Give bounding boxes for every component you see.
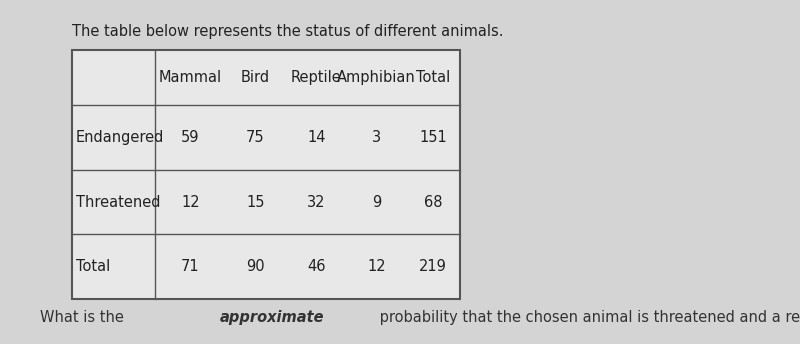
Text: 14: 14 <box>307 130 326 145</box>
Text: Mammal: Mammal <box>158 70 222 85</box>
Text: 75: 75 <box>246 130 265 145</box>
Text: 15: 15 <box>246 194 265 209</box>
Text: Endangered: Endangered <box>76 130 164 145</box>
Text: 219: 219 <box>419 259 446 275</box>
Text: Total: Total <box>416 70 450 85</box>
Text: 90: 90 <box>246 259 265 275</box>
Text: 3: 3 <box>372 130 381 145</box>
Text: Threatened: Threatened <box>76 194 161 209</box>
Text: Total: Total <box>76 259 110 275</box>
Text: probability that the chosen animal is threatened and a reptile?: probability that the chosen animal is th… <box>374 310 800 325</box>
Text: 151: 151 <box>419 130 446 145</box>
FancyBboxPatch shape <box>72 50 460 299</box>
Text: Bird: Bird <box>241 70 270 85</box>
Text: 59: 59 <box>181 130 199 145</box>
Text: 68: 68 <box>423 194 442 209</box>
Text: The table below represents the status of different animals.: The table below represents the status of… <box>72 24 503 39</box>
Text: 32: 32 <box>307 194 326 209</box>
Text: 12: 12 <box>367 259 386 275</box>
Text: What is the: What is the <box>40 310 129 325</box>
Text: 71: 71 <box>181 259 200 275</box>
Text: Reptile: Reptile <box>291 70 342 85</box>
Text: 46: 46 <box>307 259 326 275</box>
Text: 9: 9 <box>372 194 382 209</box>
Text: 12: 12 <box>181 194 200 209</box>
Text: Amphibian: Amphibian <box>338 70 416 85</box>
Text: approximate: approximate <box>219 310 324 325</box>
